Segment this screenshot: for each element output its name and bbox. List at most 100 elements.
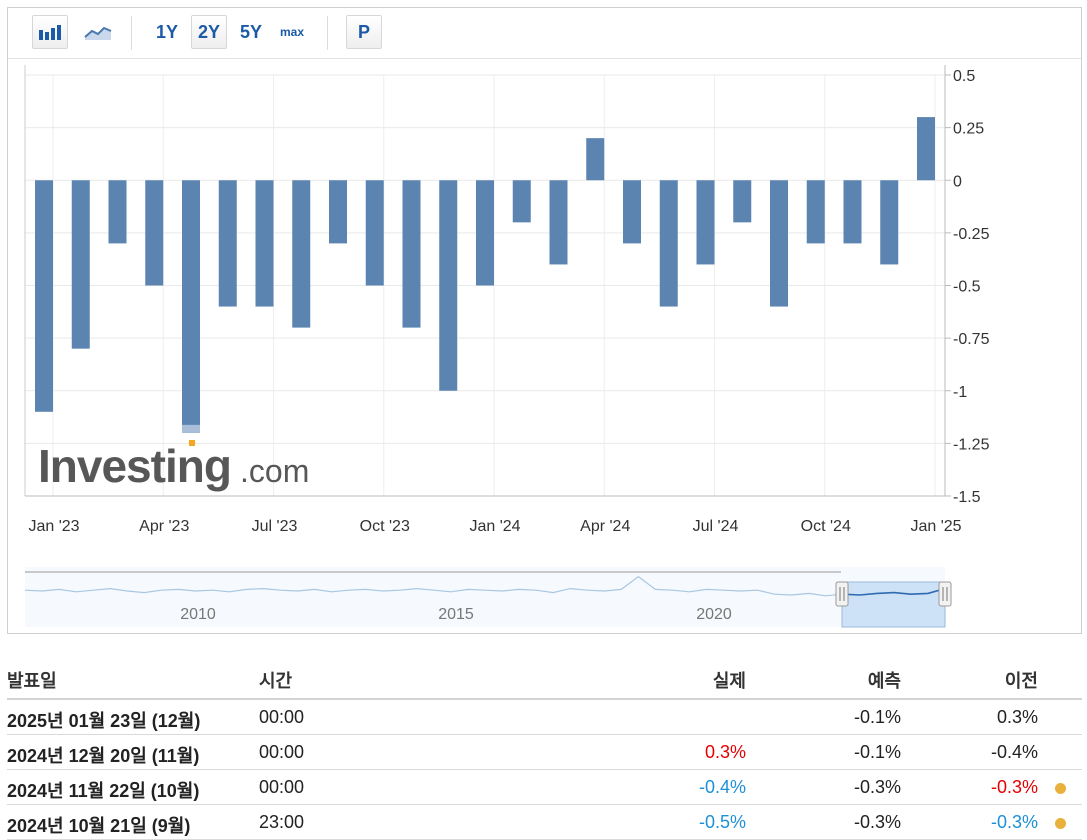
y-tick-label: -1.25 <box>953 436 990 453</box>
cell-forecast: -0.3% <box>853 777 901 797</box>
period-5y-button[interactable]: 5Y <box>239 21 263 42</box>
bar-jan-25[interactable] <box>917 117 935 181</box>
bar-jan-23[interactable] <box>35 180 53 412</box>
bar-apr-24[interactable] <box>586 138 605 181</box>
range-navigator[interactable]: 2010 2015 2020 <box>24 567 952 628</box>
bar-may-23[interactable] <box>182 180 200 433</box>
bar-mar-23[interactable] <box>108 180 127 244</box>
y-tick-label: 0.25 <box>953 121 984 138</box>
bar-jan-24[interactable] <box>476 180 494 286</box>
bar-apr-23[interactable] <box>145 180 164 286</box>
cell-previous: 0.3% <box>996 707 1038 727</box>
bar-feb-24[interactable] <box>512 180 531 223</box>
x-tick-label: Apr '23 <box>139 518 189 535</box>
navigator-left-handle[interactable] <box>835 581 849 607</box>
bar-chart-button[interactable] <box>32 15 68 49</box>
navigator-year-label: 2015 <box>438 606 474 623</box>
navigator-year-label: 2020 <box>696 606 732 623</box>
toolbar-separator <box>327 16 328 50</box>
cell-date: 2024년 12월 20일 (11월) <box>7 746 200 766</box>
bar-may-24[interactable] <box>623 180 641 244</box>
y-tick-label: -0.25 <box>953 226 990 243</box>
bar-oct-23[interactable] <box>365 180 384 286</box>
header-forecast[interactable]: 예측 <box>867 671 901 691</box>
bar-nov-23[interactable] <box>402 180 421 328</box>
p-button[interactable]: P <box>346 15 382 49</box>
chart-panel: 1Y 2Y 5Y max P 0.5 0.25 0 -0.25 -0.5 -0.75 -1 -… <box>7 7 1082 634</box>
watermark-dot-shape <box>189 440 195 446</box>
navigator-selection[interactable] <box>841 581 946 628</box>
bar-sep-23[interactable] <box>329 180 347 244</box>
revision-dot-icon[interactable] <box>1055 783 1066 794</box>
header-time[interactable]: 시간 <box>259 671 293 691</box>
y-tick-label: -0.5 <box>953 279 981 296</box>
watermark-suffix: .com <box>240 453 309 489</box>
cell-actual: -0.4% <box>698 777 746 797</box>
cell-time: 23:00 <box>259 812 305 832</box>
header-date[interactable]: 발표일 <box>7 671 57 691</box>
x-tick-label: Oct '24 <box>801 518 851 535</box>
bar-oct-24[interactable] <box>806 180 825 244</box>
cell-previous: -0.3% <box>990 812 1038 832</box>
bar-aug-23[interactable] <box>292 180 311 328</box>
navigator-series-line <box>24 575 843 597</box>
chart-toolbar: 1Y 2Y 5Y max P <box>8 8 1081 59</box>
header-previous[interactable]: 이전 <box>1004 671 1038 691</box>
bar-jun-24[interactable] <box>659 180 678 307</box>
x-tick-label: Oct '23 <box>360 518 410 535</box>
bar-sep-24[interactable] <box>770 180 788 307</box>
cell-actual: -0.5% <box>698 812 746 832</box>
cell-date: 2024년 10월 21일 (9월) <box>7 816 191 836</box>
navigator-right-handle[interactable] <box>938 581 952 607</box>
bar-jul-24[interactable] <box>696 180 715 265</box>
period-2y-button[interactable]: 2Y <box>191 15 227 49</box>
area-chart-icon <box>84 26 112 40</box>
y-tick-label: -0.75 <box>953 331 990 348</box>
events-table: 발표일 시간 실제 예측 이전 2025년 01월 23일 (12월) 00:0… <box>7 660 1082 840</box>
cell-forecast: -0.1% <box>853 742 901 762</box>
watermark-brand: Investing <box>38 440 231 492</box>
x-tick-label: Jan '25 <box>910 518 961 535</box>
period-1y-button[interactable]: 1Y <box>155 21 179 42</box>
y-tick-label: 0 <box>953 173 962 190</box>
cell-forecast: -0.3% <box>853 812 901 832</box>
table-body: 2025년 01월 23일 (12월) 00:00 -0.1% 0.3% 202… <box>7 700 1082 840</box>
x-tick-label: Jan '24 <box>469 518 520 535</box>
cell-forecast: -0.1% <box>853 707 901 727</box>
bar-jun-23[interactable] <box>218 180 237 307</box>
bar-chart: 0.5 0.25 0 -0.25 -0.5 -0.75 -1 -1.25 -1.5 Jan '2… <box>24 65 990 628</box>
investing-watermark: Investing .com <box>38 440 309 492</box>
table-row: 2024년 12월 20일 (11월) 00:00 0.3% -0.1% -0.… <box>7 735 1082 770</box>
area-chart-button[interactable] <box>80 15 116 49</box>
x-tick-label: Apr '24 <box>580 518 630 535</box>
x-tick-label: Jan '23 <box>28 518 79 535</box>
bar-mar-24[interactable] <box>549 180 568 265</box>
y-tick-label: -1.5 <box>953 489 981 506</box>
header-actual[interactable]: 실제 <box>712 671 746 691</box>
navigator-selected-line <box>842 587 946 596</box>
y-tick-label: -1 <box>953 384 967 401</box>
x-tick-label: Jul '23 <box>252 518 298 535</box>
bar-nov-24[interactable] <box>843 180 862 244</box>
cell-time: 00:00 <box>259 707 305 727</box>
table-row: 2025년 01월 23일 (12월) 00:00 -0.1% 0.3% <box>7 700 1082 735</box>
table-header: 발표일 시간 실제 예측 이전 <box>7 660 1082 700</box>
cell-date: 2024년 11월 22일 (10월) <box>7 781 200 801</box>
navigator-background <box>25 567 945 627</box>
cell-date: 2025년 01월 23일 (12월) <box>7 711 201 731</box>
revision-dot-icon[interactable] <box>1055 818 1066 829</box>
bar-dec-24[interactable] <box>880 180 899 265</box>
bar-hover-highlight <box>182 424 200 433</box>
navigator-year-label: 2010 <box>180 606 216 623</box>
cell-previous: -0.3% <box>990 777 1038 797</box>
cell-time: 00:00 <box>259 742 305 762</box>
cell-actual: 0.3% <box>704 742 746 762</box>
bar-jul-23[interactable] <box>255 180 274 307</box>
bar-dec-23[interactable] <box>439 180 458 391</box>
period-max-button[interactable]: max <box>279 25 305 39</box>
cell-time: 00:00 <box>259 777 305 797</box>
bar-chart-icon <box>39 25 61 40</box>
bar-aug-24[interactable] <box>733 180 752 223</box>
bar-feb-23[interactable] <box>71 180 90 349</box>
y-tick-label: 0.5 <box>953 68 975 85</box>
